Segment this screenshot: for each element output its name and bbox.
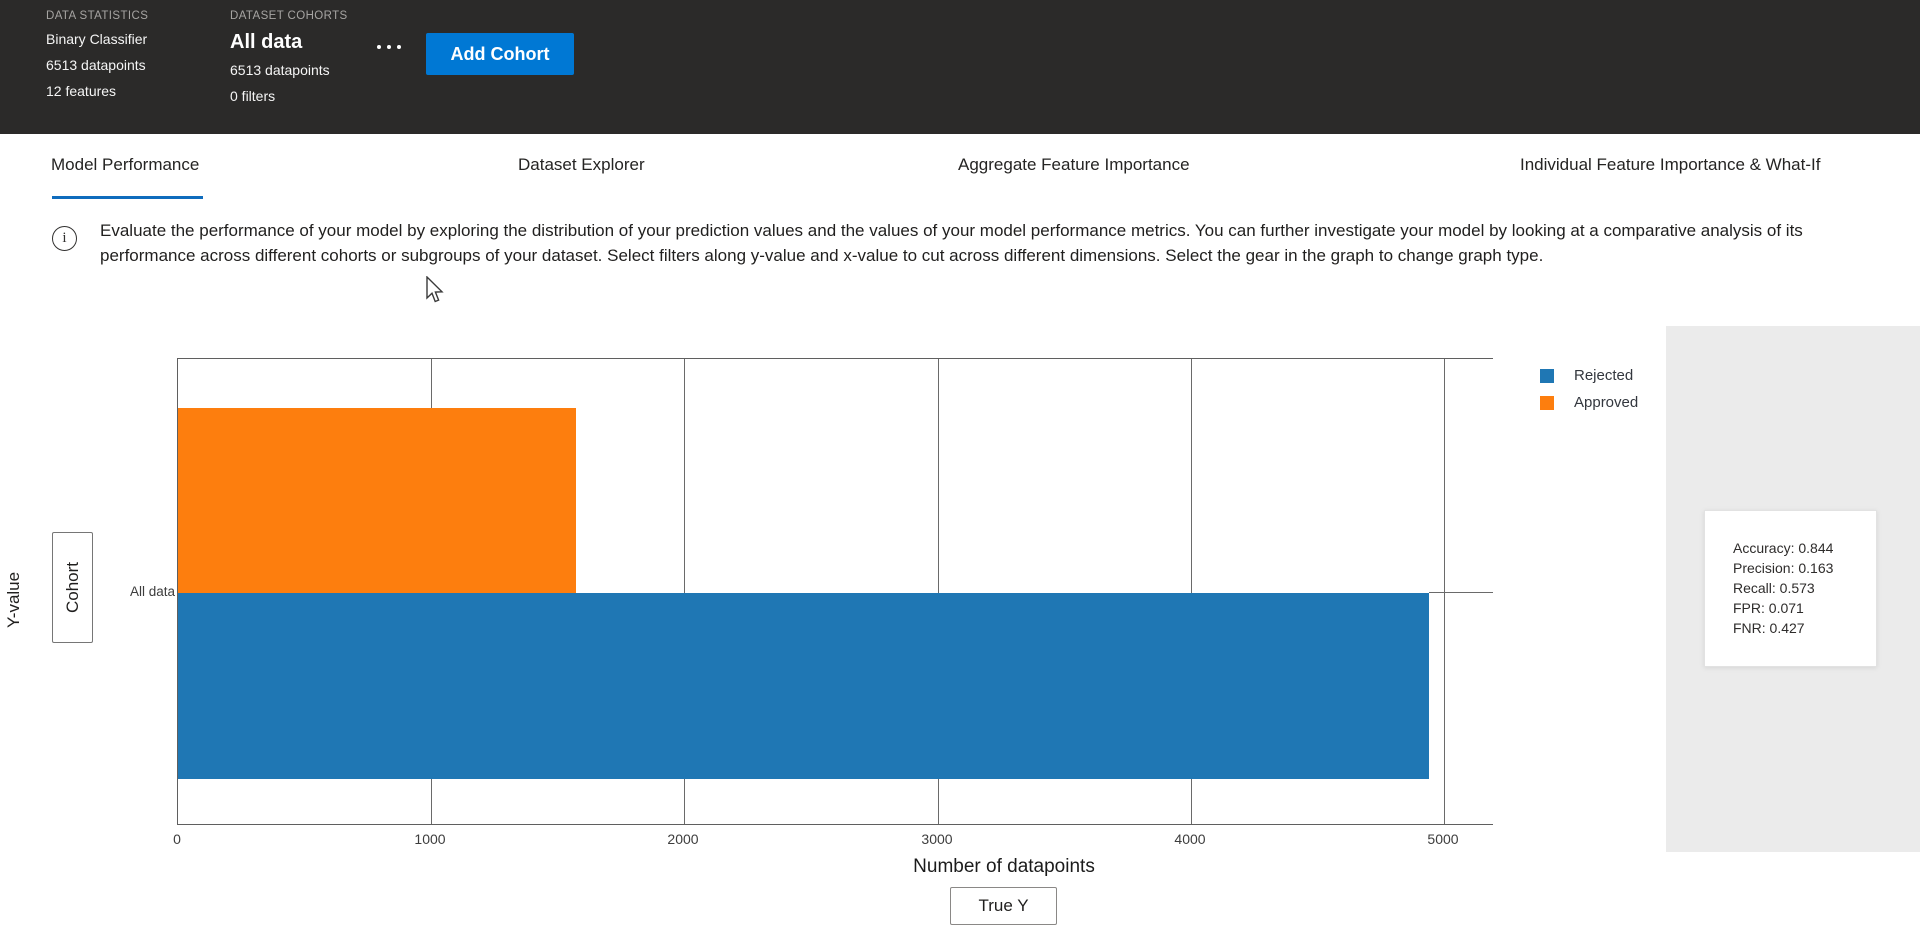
legend-item-approved[interactable]: Approved bbox=[1540, 394, 1638, 411]
data-statistics-panel: DATA STATISTICS Binary Classifier 6513 d… bbox=[46, 10, 148, 109]
top-header: DATA STATISTICS Binary Classifier 6513 d… bbox=[0, 0, 1920, 134]
x-tick-label: 1000 bbox=[414, 831, 446, 847]
legend-label: Rejected bbox=[1574, 367, 1634, 384]
gridline-5000 bbox=[1444, 359, 1445, 824]
dataset-cohorts-label: DATASET COHORTS bbox=[230, 10, 348, 22]
cohort-datapoints-text: 6513 datapoints bbox=[230, 62, 330, 78]
legend-item-rejected[interactable]: Rejected bbox=[1540, 367, 1638, 384]
dataset-cohorts-panel: DATASET COHORTS All data 6513 datapoints… bbox=[230, 10, 348, 114]
gridline-2000 bbox=[684, 359, 685, 824]
x-tick-label: 2000 bbox=[667, 831, 699, 847]
x-tick-label: 0 bbox=[173, 831, 181, 847]
metrics-card: Accuracy: 0.844 Precision: 0.163 Recall: 0… bbox=[1704, 510, 1877, 667]
x-axis-selector-button[interactable]: True Y bbox=[950, 887, 1057, 925]
category-gridline bbox=[1429, 592, 1493, 593]
metric-fpr: FPR: 0.071 bbox=[1733, 600, 1804, 616]
model-type-text: Binary Classifier bbox=[46, 31, 148, 47]
cohort-filters-text: 0 filters bbox=[230, 88, 276, 104]
y-axis-selector-button[interactable]: Cohort bbox=[52, 532, 93, 643]
bar-rejected[interactable] bbox=[178, 593, 1429, 779]
tab-individual-feature-importance[interactable]: Individual Feature Importance & What-If bbox=[1520, 155, 1821, 174]
tab-dataset-explorer[interactable]: Dataset Explorer bbox=[518, 155, 645, 174]
ellipsis-icon bbox=[377, 45, 381, 49]
chart-legend: Rejected Approved bbox=[1540, 367, 1638, 421]
more-options-button[interactable] bbox=[368, 34, 410, 60]
category-label-all-data: All data bbox=[129, 584, 175, 599]
mouse-cursor-icon bbox=[426, 276, 444, 303]
tab-model-performance[interactable]: Model Performance bbox=[51, 155, 204, 199]
x-axis-tick-labels: 0 1000 2000 3000 4000 5000 bbox=[173, 831, 1493, 851]
features-count-text: 12 features bbox=[46, 83, 117, 99]
datapoints-count-text: 6513 datapoints bbox=[46, 57, 146, 73]
x-tick-label: 5000 bbox=[1427, 831, 1459, 847]
tab-description-text: Evaluate the performance of your model b… bbox=[100, 221, 1803, 265]
info-circle-icon: i bbox=[52, 226, 77, 251]
x-tick-label: 4000 bbox=[1174, 831, 1206, 847]
bar-approved[interactable] bbox=[178, 408, 576, 593]
add-cohort-button[interactable]: Add Cohort bbox=[426, 33, 574, 75]
tab-aggregate-feature-importance[interactable]: Aggregate Feature Importance bbox=[958, 155, 1190, 174]
legend-label: Approved bbox=[1574, 394, 1639, 411]
data-statistics-label: DATA STATISTICS bbox=[46, 10, 149, 22]
metric-accuracy: Accuracy: 0.844 bbox=[1733, 540, 1834, 556]
y-axis-title: Y-value bbox=[4, 571, 23, 628]
metric-fnr: FNR: 0.427 bbox=[1733, 620, 1805, 636]
x-tick-label: 3000 bbox=[921, 831, 953, 847]
legend-swatch-icon bbox=[1540, 395, 1554, 410]
legend-swatch-icon bbox=[1540, 368, 1554, 383]
x-axis-title: Number of datapoints bbox=[913, 856, 1095, 877]
bar-chart-plot-area bbox=[177, 358, 1493, 825]
gridline-3000 bbox=[938, 359, 939, 824]
metric-recall: Recall: 0.573 bbox=[1733, 580, 1815, 596]
gridline-4000 bbox=[1191, 359, 1192, 824]
metric-precision: Precision: 0.163 bbox=[1733, 560, 1834, 576]
cohort-name-text: All data bbox=[230, 31, 303, 53]
